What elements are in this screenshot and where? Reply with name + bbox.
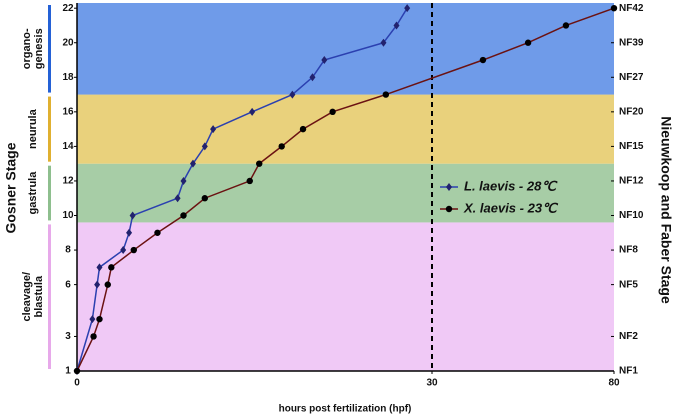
stage-band xyxy=(77,222,614,371)
stage-band xyxy=(77,3,614,95)
data-point xyxy=(94,280,101,289)
data-point xyxy=(246,177,253,185)
y-tick-label: 1 xyxy=(65,366,71,377)
x-tick-label: 30 xyxy=(426,378,438,389)
y-tick-label: 18 xyxy=(62,72,74,83)
data-point xyxy=(96,263,103,272)
y-tick-label: 16 xyxy=(62,106,74,117)
y-tick-label: 12 xyxy=(62,176,74,187)
stage-label: neurula xyxy=(27,108,39,149)
legend-marker xyxy=(445,205,453,213)
data-point xyxy=(210,125,217,134)
data-point xyxy=(73,367,81,375)
y2-tick-label: NF5 xyxy=(619,279,638,290)
data-point xyxy=(309,73,316,82)
y2-tick-label: NF2 xyxy=(619,331,638,342)
stage-band xyxy=(77,94,614,164)
data-point xyxy=(256,160,263,167)
data-point xyxy=(299,125,307,133)
stage-band xyxy=(77,163,614,223)
data-point xyxy=(404,4,411,13)
data-point xyxy=(329,108,336,116)
x-tick-label: 80 xyxy=(608,378,620,389)
data-point xyxy=(89,315,96,324)
data-point xyxy=(380,38,387,47)
y-tick-label: 3 xyxy=(65,331,71,342)
data-point xyxy=(393,21,400,30)
data-point xyxy=(90,333,97,340)
y2-tick-label: NF27 xyxy=(619,72,644,83)
stage-bar xyxy=(48,96,51,162)
y-axis-label: Gosner Stage xyxy=(3,142,19,233)
stage-bar xyxy=(48,224,51,369)
data-point xyxy=(610,4,618,12)
legend-label: L. laevis - 28℃ xyxy=(464,178,558,193)
data-point xyxy=(154,229,161,236)
data-point xyxy=(382,91,390,98)
y2-tick-label: NF10 xyxy=(619,210,644,221)
y2-tick-label: NF15 xyxy=(619,141,644,152)
y2-tick-label: NF20 xyxy=(619,106,644,117)
data-point xyxy=(201,195,208,202)
y-tick-label: 6 xyxy=(65,279,71,290)
y2-tick-label: NF1 xyxy=(619,366,638,377)
stage-bar xyxy=(48,5,51,93)
data-point xyxy=(126,228,133,237)
y2-tick-label: NF39 xyxy=(619,37,644,48)
data-point xyxy=(249,107,256,116)
y2-axis-label: Nieuwkoop and Faber Stage xyxy=(658,116,674,304)
y-tick-label: 8 xyxy=(65,245,71,256)
data-point xyxy=(96,315,103,323)
data-point xyxy=(174,194,181,203)
stage-label: organo- xyxy=(21,28,33,69)
x-axis-label: hours post fertilization (hpf) xyxy=(279,404,412,415)
y-tick-label: 14 xyxy=(62,141,74,152)
y2-tick-label: NF12 xyxy=(619,176,644,187)
data-point xyxy=(321,56,328,65)
data-point xyxy=(189,159,196,168)
legend-label: X. laevis - 23℃ xyxy=(463,200,559,215)
legend-marker xyxy=(446,183,452,191)
data-point xyxy=(562,22,570,29)
data-point xyxy=(120,246,127,255)
y2-tick-label: NF42 xyxy=(619,3,644,14)
x-tick-label: 0 xyxy=(74,378,80,389)
data-point xyxy=(180,176,187,185)
data-point xyxy=(180,212,187,219)
stage-label: cleavage/ xyxy=(21,272,33,322)
data-point xyxy=(104,281,111,288)
data-point xyxy=(289,90,296,99)
data-point xyxy=(524,39,532,46)
y-tick-label: 22 xyxy=(62,3,74,14)
data-point xyxy=(129,211,136,220)
y-tick-label: 10 xyxy=(62,210,74,221)
data-point xyxy=(130,246,137,254)
stage-bar xyxy=(48,165,51,221)
data-point xyxy=(278,143,285,150)
data-point xyxy=(108,264,115,271)
stage-label: gastrula xyxy=(27,171,39,215)
data-point xyxy=(201,142,208,151)
data-point xyxy=(479,56,487,64)
stage-label: genesis xyxy=(33,28,45,69)
y-tick-label: 20 xyxy=(62,37,74,48)
stage-label: blastula xyxy=(33,275,45,317)
y2-tick-label: NF8 xyxy=(619,245,638,256)
